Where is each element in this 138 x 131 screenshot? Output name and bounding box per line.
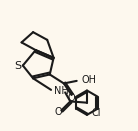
- Text: OH: OH: [82, 75, 97, 85]
- Text: Cl: Cl: [91, 108, 101, 118]
- Text: S: S: [14, 61, 21, 71]
- Text: NH: NH: [54, 86, 69, 95]
- Text: O: O: [54, 107, 62, 117]
- Text: O: O: [68, 93, 75, 103]
